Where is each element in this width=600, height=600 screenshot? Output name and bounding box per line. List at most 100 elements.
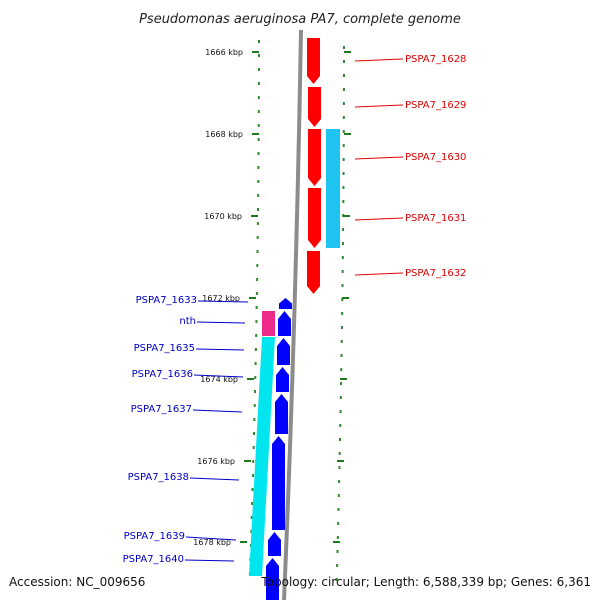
guide-dot — [255, 334, 258, 337]
guide-dot — [336, 550, 339, 553]
reverse-gene-arrow — [279, 298, 292, 309]
reverse-gene-label: PSPA7_1635 — [134, 343, 195, 354]
reverse-gene-arrow — [266, 558, 279, 600]
forward-gene-label: PSPA7_1630 — [405, 152, 466, 163]
reverse-gene-label: PSPA7_1640 — [123, 554, 184, 565]
guide-dot — [338, 452, 341, 455]
guide-dot — [255, 306, 258, 309]
guide-dot — [256, 236, 259, 239]
guide-dot — [339, 410, 342, 413]
guide-dot — [336, 536, 339, 539]
reverse-gene-arrow — [277, 338, 290, 365]
guide-dot — [254, 376, 257, 379]
forward-gene-arrow — [308, 87, 321, 127]
forward-cds-bar — [326, 129, 340, 248]
guide-dot — [338, 480, 341, 483]
forward-gene-label: PSPA7_1628 — [405, 54, 466, 65]
guide-dot — [340, 340, 343, 343]
scale-tick — [340, 378, 347, 380]
label-leader — [354, 217, 404, 221]
scale-tick — [244, 460, 251, 462]
reverse-cds-bar — [249, 337, 275, 576]
scale-tick — [252, 51, 259, 53]
reverse-gene-arrow — [275, 394, 288, 434]
map-title: Pseudomonas aeruginosa PA7, complete gen… — [139, 12, 461, 27]
guide-dot — [341, 298, 344, 301]
guide-dot — [342, 172, 345, 175]
rna-feature — [262, 311, 275, 336]
guide-dot — [257, 110, 260, 113]
scale-tick — [240, 541, 247, 543]
reverse-gene-arrow — [278, 311, 291, 336]
label-leader — [196, 321, 246, 324]
guide-dot — [257, 166, 260, 169]
forward-gene-label: PSPA7_1629 — [405, 100, 466, 111]
guide-dot — [342, 102, 345, 105]
guide-dot — [339, 396, 342, 399]
guide-dot — [341, 256, 344, 259]
guide-dot — [342, 144, 345, 147]
guide-dot — [255, 292, 258, 295]
guide-dot — [250, 530, 253, 533]
guide-dot — [256, 222, 259, 225]
scale-tick-label: 1676 kbp — [197, 457, 235, 466]
guide-dot — [335, 578, 338, 581]
guide-dot — [337, 494, 340, 497]
guide-dot — [251, 488, 254, 491]
guide-dot — [254, 362, 257, 365]
guide-dot — [342, 186, 345, 189]
guide-dot — [252, 460, 255, 463]
label-leader — [197, 300, 249, 303]
reverse-gene-label: PSPA7_1639 — [124, 531, 185, 542]
guide-dot — [257, 82, 260, 85]
guide-dot — [342, 88, 345, 91]
guide-dot — [253, 404, 256, 407]
guide-dot — [340, 382, 343, 385]
label-leader — [189, 477, 240, 481]
guide-dot — [256, 264, 259, 267]
guide-dot — [342, 228, 345, 231]
label-leader — [354, 156, 404, 160]
guide-dot — [339, 438, 342, 441]
guide-dot — [257, 194, 260, 197]
guide-dot — [340, 354, 343, 357]
guide-dot — [336, 564, 339, 567]
guide-dot — [257, 40, 260, 43]
guide-dot — [341, 270, 344, 273]
guide-dot — [338, 466, 341, 469]
reverse-gene-label: PSPA7_1633 — [136, 295, 197, 306]
guide-dot — [342, 158, 345, 161]
guide-dot — [256, 278, 259, 281]
scale-ticks: 1666 kbp 1668 kbp 1670 kbp 1672 kbp 1674 kbp… — [193, 48, 351, 547]
reverse-gene-arrow — [276, 367, 289, 392]
guide-dot — [340, 326, 343, 329]
scale-tick-label: 1668 kbp — [205, 130, 243, 139]
forward-gene-arrow — [308, 129, 321, 186]
scale-tick-label: 1674 kbp — [200, 375, 238, 384]
reverse-gene-label: nth — [179, 316, 196, 327]
guide-dot — [256, 250, 259, 253]
dotted-guide-lines — [248, 40, 345, 581]
forward-gene-arrow — [308, 188, 321, 248]
guide-dot — [251, 474, 254, 477]
genome-backbone — [282, 29, 303, 600]
scale-tick-label: 1666 kbp — [205, 48, 243, 57]
guide-dot — [252, 446, 255, 449]
guide-dot — [342, 130, 345, 133]
label-leader — [184, 559, 235, 562]
reverse-gene-label: PSPA7_1637 — [131, 404, 192, 415]
scale-tick — [252, 133, 259, 135]
guide-dot — [257, 68, 260, 71]
scale-tick — [342, 297, 349, 299]
guide-dot — [254, 390, 257, 393]
forward-gene-label: PSPA7_1631 — [405, 213, 466, 224]
topology-text: Topology: circular; Length: 6,588,339 bp… — [260, 575, 591, 589]
scale-tick — [343, 215, 350, 217]
scale-tick — [247, 378, 254, 380]
reverse-gene-label: PSPA7_1638 — [128, 472, 189, 483]
scale-tick — [344, 51, 351, 53]
scale-tick — [249, 297, 256, 299]
label-leader — [354, 104, 404, 108]
label-leader — [354, 272, 404, 276]
guide-dot — [342, 60, 345, 63]
